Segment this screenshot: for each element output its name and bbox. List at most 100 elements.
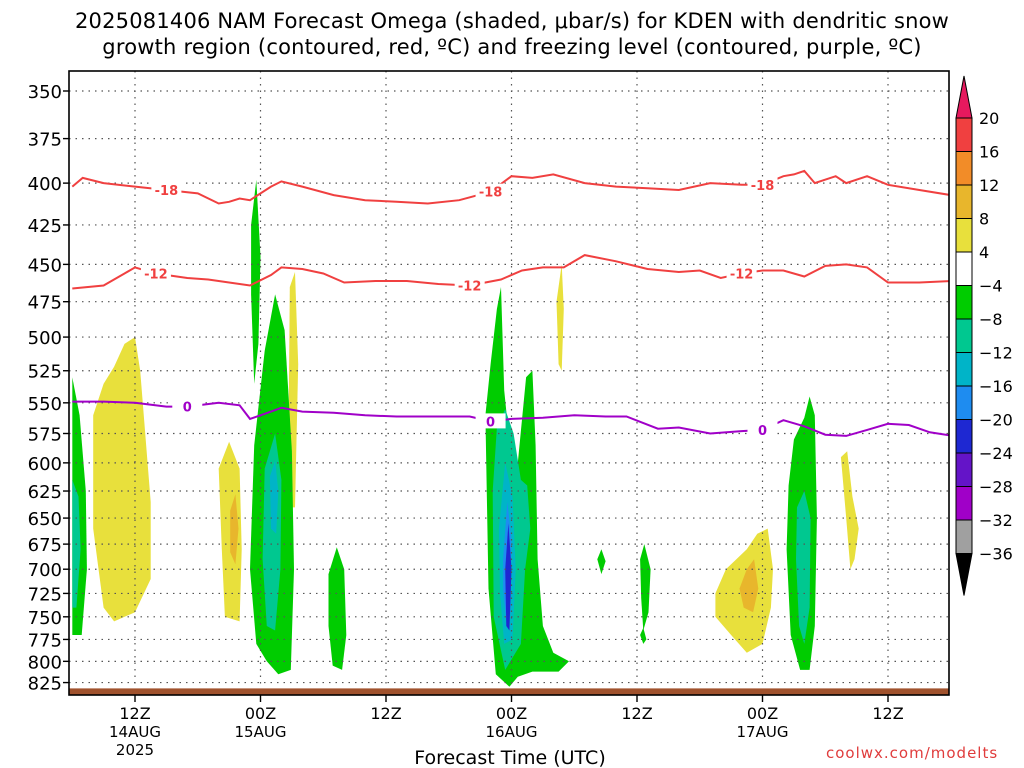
omega-green-3 [328,547,347,670]
colorbar-label: −16 [979,377,1013,396]
time-tick-label: 00Z [245,704,276,723]
colorbar-label: −20 [979,411,1013,430]
colorbar-label: −24 [979,444,1013,463]
pressure-tick-label: 600 [28,454,62,475]
pressure-tick-label: 400 [28,174,62,195]
contour-label-bg [475,183,506,199]
omega-teal-4 [796,491,811,644]
pressure-tick-label: 775 [28,630,62,651]
colorbar-swatch [955,419,973,454]
contour-label-bg [172,398,203,414]
date-label: 15AUG [235,723,287,741]
colorbar-label: 20 [979,109,999,128]
omega-yellow-4 [556,264,564,371]
pressure-tick-label: 350 [28,82,62,103]
contour-label: -12 [144,268,168,283]
colorbar-swatch [955,218,973,253]
pressure-tick-label: 450 [28,255,62,276]
contour-label: -18 [155,184,179,199]
date-label: 17AUG [737,723,789,741]
colorbar-label: −12 [979,344,1013,363]
time-tick-label: 12Z [621,704,652,723]
credit-text: coolwx.com/modelts [826,744,999,762]
date-label: 14AUG [109,723,161,741]
pressure-tick-label: 700 [28,560,62,581]
omega-yellow-1 [93,337,151,622]
omega-orange-1 [230,494,239,565]
x-axis-label: Forecast Time (UTC) [414,747,605,768]
pressure-tick-label: 425 [28,216,62,237]
contour-label: -12 [458,280,482,295]
contour-line [72,254,949,290]
colorbar-swatch [955,352,973,387]
pressure-tick-label: 825 [28,674,62,695]
contour-label-bg [475,413,506,429]
colorbar-swatch [955,151,973,186]
pressure-tick-label: 525 [28,362,62,383]
omega-darkblue-1 [505,523,512,631]
year-label: 2025 [116,741,154,759]
pressure-tick-label: 725 [28,584,62,605]
colorbar-cap-top [955,75,973,119]
pressure-tick-label: 750 [28,608,62,629]
pressure-tick-label: 800 [28,652,62,673]
omega-shaded-regions [72,179,859,687]
contour-label-bg [140,265,171,281]
date-label: 16AUG [486,723,538,741]
colorbar-swatch [955,519,973,554]
colorbar-swatch [955,486,973,521]
colorbar-swatch [955,385,973,420]
chart-title-line-2: growth region (contoured, red, ºC) and f… [102,35,922,59]
chart-title-line-1: 2025081406 NAM Forecast Omega (shaded, μ… [74,9,950,33]
colorbar-label: 4 [979,243,989,262]
contour-label: -18 [751,179,775,194]
time-tick-label: 00Z [747,704,778,723]
pressure-tick-label: 625 [28,482,62,503]
pressure-tick-label: 550 [28,394,62,415]
omega-colorbar: 20 16 12 8 4 −4 −8 −12 −16 −20 −24 −28 −32 −36 [955,75,1013,596]
time-tick-label: 12Z [872,704,903,723]
omega-yellow-6 [840,451,859,570]
colorbar-label: 12 [979,176,999,195]
omega-green-7 [640,544,651,631]
ground-bar [69,688,949,695]
omega-green-6 [597,549,606,575]
contour-line [72,400,949,437]
colorbar-swatch [955,452,973,487]
contour-label: -12 [730,268,754,283]
plot-frame [68,70,950,696]
pressure-axis: 350 375 400 425 450 475 500 525 550 575 600 625 650 6… [28,82,69,695]
omega-cyan-1 [269,460,279,534]
colorbar-swatch [955,285,973,320]
contour-label: 0 [183,401,192,416]
time-tick-label: 12Z [370,704,401,723]
contour-label-bg [726,265,757,281]
time-tick-label: 12Z [119,704,150,723]
colorbar-label: −28 [979,478,1013,497]
contour-label: 0 [486,415,495,430]
colorbar-label: 8 [979,210,989,229]
omega-orange-2 [739,559,759,613]
contour-label-bg [747,421,778,437]
colorbar-label: −32 [979,511,1013,530]
pressure-tick-label: 500 [28,328,62,349]
colorbar-cap-bottom [955,553,973,596]
grid-lines [69,71,949,695]
colorbar-swatch [955,117,973,152]
pressure-tick-label: 475 [28,293,62,314]
contour-label: 0 [758,424,767,439]
contour-line [71,169,949,205]
colorbar-swatch [955,318,973,353]
colorbar-label: 16 [979,143,999,162]
temperature-contours: -18 -18 -18 -12 -12 -12 0 0 0 [71,169,949,439]
omega-green-8 [640,627,647,644]
colorbar-label: −4 [979,277,1003,296]
pressure-tick-label: 675 [28,535,62,556]
time-tick-label: 00Z [496,704,527,723]
contour-label: -18 [479,186,503,201]
colorbar-swatch [955,251,973,286]
contour-label-bg [151,181,182,197]
pressure-tick-label: 375 [28,130,62,151]
